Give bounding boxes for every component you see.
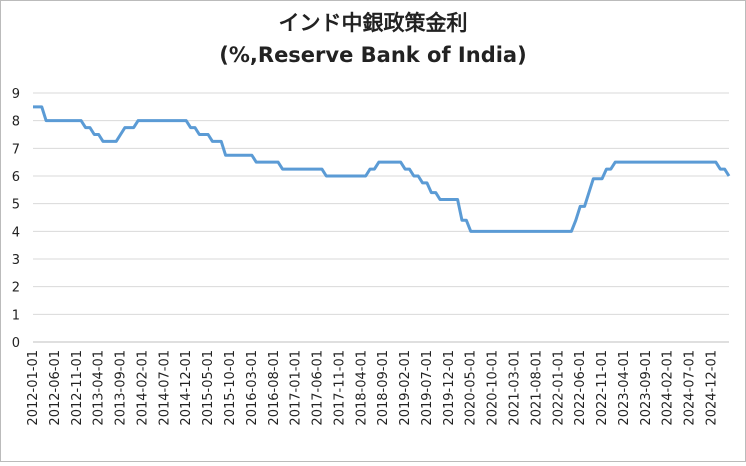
x-tick-label: 2019-07-01 [420, 350, 435, 426]
x-tick-label: 2016-03-01 [245, 350, 260, 426]
x-tick-label: 2013-04-01 [92, 350, 107, 426]
x-tick-label: 2023-09-01 [639, 350, 654, 426]
x-tick-label: 2023-04-01 [617, 350, 632, 426]
x-tick-label: 2024-12-01 [704, 350, 719, 426]
x-tick-label: 2019-02-01 [398, 350, 413, 426]
y-tick-label: 2 [12, 281, 20, 296]
data-line [33, 105, 731, 233]
x-tick-label: 2020-05-01 [464, 350, 479, 426]
y-tick-label: 6 [12, 170, 20, 185]
y-tick-label: 5 [12, 198, 20, 213]
x-tick-label: 2019-12-01 [442, 350, 457, 426]
x-tick-label: 2014-02-01 [135, 350, 150, 426]
x-tick-label: 2020-10-01 [486, 350, 501, 426]
y-tick-label: 9 [12, 87, 20, 102]
x-tick-label: 2024-07-01 [683, 350, 698, 426]
x-tick-label: 2018-04-01 [354, 350, 369, 426]
x-tick-label: 2022-01-01 [551, 350, 566, 426]
x-tick-label: 2015-05-01 [201, 350, 216, 426]
x-tick-label: 2016-08-01 [267, 350, 282, 426]
x-tick-label: 2013-09-01 [114, 350, 129, 426]
x-tick-label: 2014-07-01 [157, 350, 172, 426]
y-tick-label: 7 [12, 142, 20, 157]
x-tick-label: 2017-06-01 [311, 350, 326, 426]
y-tick-label: 0 [12, 336, 20, 351]
x-tick-label: 2017-11-01 [332, 350, 347, 426]
chart-title: インド中銀政策金利 [279, 11, 468, 35]
x-tick-label: 2015-10-01 [223, 350, 238, 426]
y-tick-label: 1 [12, 308, 20, 323]
y-tick-label: 4 [12, 225, 20, 240]
y-tick-label: 8 [12, 115, 20, 130]
x-tick-label: 2018-09-01 [376, 350, 391, 426]
y-tick-label: 3 [12, 253, 20, 268]
x-tick-label: 2021-03-01 [508, 350, 523, 426]
x-tick-label: 2022-11-01 [595, 350, 610, 426]
x-tick-label: 2017-01-01 [289, 350, 304, 426]
chart-subtitle: (%,Reserve Bank of India) [219, 43, 526, 67]
x-tick-label: 2014-12-01 [179, 350, 194, 426]
x-tick-label: 2012-01-01 [26, 350, 41, 426]
x-tick-label: 2012-06-01 [48, 350, 63, 426]
x-tick-label: 2022-06-01 [573, 350, 588, 426]
x-tick-label: 2024-02-01 [661, 350, 676, 426]
x-tick-label: 2012-11-01 [70, 350, 85, 426]
x-tick-label: 2021-08-01 [529, 350, 544, 426]
